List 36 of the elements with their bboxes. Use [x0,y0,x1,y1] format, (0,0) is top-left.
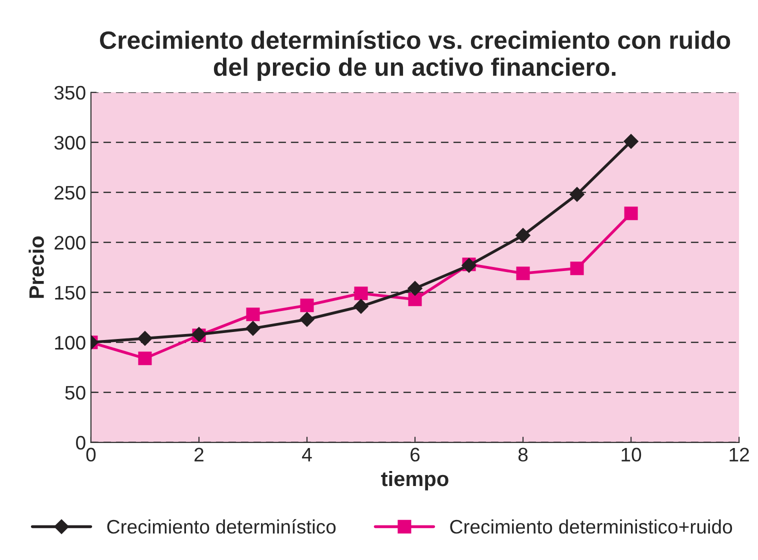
y-axis-title: Precio [28,236,44,298]
x-tick-label: 0 [86,448,96,462]
point [300,312,314,327]
point [516,266,530,280]
x-tick-label: 12 [730,448,749,462]
y-tick-label: 300 [54,136,86,150]
point [624,134,638,149]
point [408,281,422,296]
chart-title: Crecimiento determinístico vs. crecimiento con ruido del precio de un activo financiero. [100,30,730,81]
y-tick-label: 0 [76,436,86,450]
point [570,187,584,202]
point [246,321,260,336]
legend-label: Crecimiento deterministico+ruido [450,519,732,534]
point [354,299,368,314]
point [624,206,638,220]
x-tick-label: 6 [410,448,420,462]
y-tick-label: 50 [65,386,86,400]
y-tick-label: 350 [54,86,86,100]
point [300,298,314,312]
point [408,292,422,306]
y-tick-label: 100 [55,336,86,350]
y-tick-label: 200 [54,236,86,250]
x-axis-title: tiempo [381,470,448,490]
x-tick-label: 4 [302,448,312,462]
point [246,308,260,322]
point [516,228,530,243]
x-tick-label: 8 [518,448,528,462]
y-tick-label: 150 [55,286,86,300]
legend-label: Crecimiento determinístico [107,519,336,534]
x-tick-label: 10 [622,448,642,462]
y-tick-label: 250 [54,186,86,200]
point [570,262,584,276]
point [138,331,152,346]
x-tick-label: 2 [194,448,204,462]
point [354,286,368,300]
point [138,352,152,366]
